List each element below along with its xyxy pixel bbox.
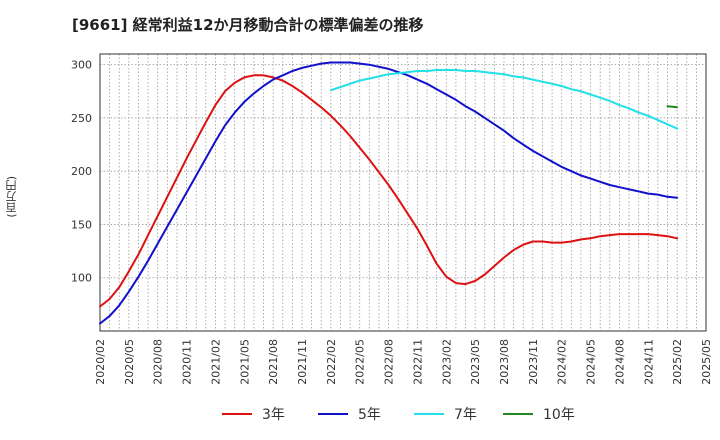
x-tick-label: 2024/11 (642, 339, 655, 385)
x-tick-label: 2021/08 (267, 339, 280, 385)
x-tick-label: 2025/05 (700, 339, 713, 385)
x-tick-label: 2024/08 (613, 339, 626, 385)
series-line (329, 69, 679, 130)
x-tick-label: 2023/11 (527, 339, 540, 385)
y-tick-label: 300 (71, 59, 92, 72)
x-tick-label: 2021/11 (296, 339, 309, 385)
y-tick-label: 100 (71, 272, 92, 285)
plot-border (99, 53, 707, 332)
x-tick-label: 2020/08 (152, 339, 165, 385)
x-tick-label: 2023/02 (440, 339, 453, 385)
x-tick-label: 2020/11 (181, 339, 194, 385)
y-tick-label: 150 (71, 218, 92, 231)
chart-title: [9661] 経常利益12か月移動合計の標準偏差の推移 (72, 16, 424, 34)
y-tick-label: 250 (71, 112, 92, 125)
x-tick-label: 2022/02 (325, 339, 338, 385)
legend-label: 5年 (358, 407, 381, 423)
y-tick-label: 200 (71, 165, 92, 178)
x-tick-label: 2022/11 (411, 339, 424, 385)
x-tick-label: 2023/08 (498, 339, 511, 385)
x-tick-label: 2022/08 (383, 339, 396, 385)
x-tick-label: 2020/05 (123, 339, 136, 385)
series-line (99, 74, 679, 308)
legend-label: 7年 (454, 407, 477, 423)
x-tick-label: 2021/02 (209, 339, 222, 385)
x-tick-label: 2021/05 (238, 339, 251, 385)
x-tick-label: 2025/02 (671, 339, 684, 385)
x-tick-label: 2024/02 (556, 339, 569, 385)
x-tick-label: 2024/05 (585, 339, 598, 385)
series-line (99, 61, 679, 325)
series-line (666, 105, 679, 109)
x-tick-label: 2020/02 (94, 339, 107, 385)
x-tick-label: 2022/05 (354, 339, 367, 385)
legend-label: 3年 (262, 407, 285, 423)
legend-label: 10年 (543, 407, 575, 423)
x-tick-label: 2023/05 (469, 339, 482, 385)
